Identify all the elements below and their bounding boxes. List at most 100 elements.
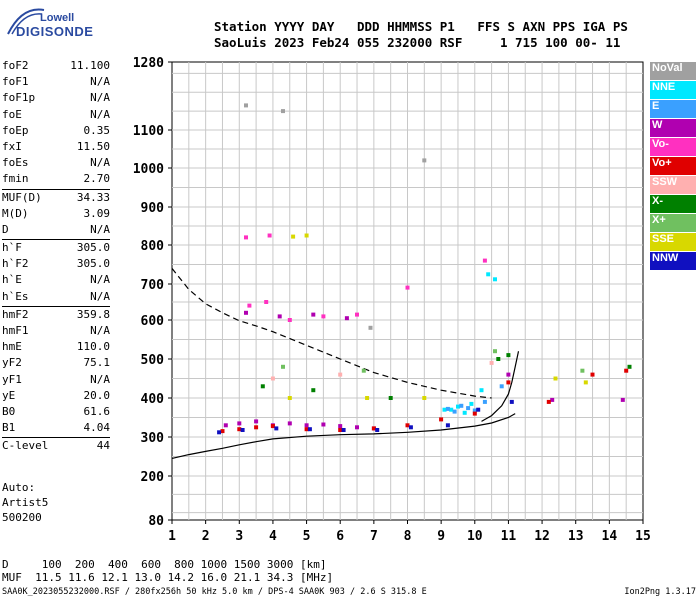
echo-point-sse xyxy=(287,396,292,400)
auto-label: Auto: xyxy=(2,481,36,494)
digisonde-logo: Lowell DIGISONDE xyxy=(4,4,124,48)
echo-point-w xyxy=(223,423,228,428)
param-value: 2.70 xyxy=(83,172,111,186)
x-tick-label: 5 xyxy=(303,529,311,544)
muf-distance-row: D 100 200 400 600 800 1000 1500 3000 [km… xyxy=(2,558,327,571)
param-value: 20.0 xyxy=(83,388,111,402)
param-separator xyxy=(2,188,110,190)
param-label: foEp xyxy=(2,123,29,137)
echo-point-sse xyxy=(291,234,296,239)
auto-program: Artist5 xyxy=(2,496,49,509)
muf-value-row: MUF 11.5 11.6 12.1 13.0 14.2 16.0 21.1 3… xyxy=(2,571,334,584)
y-tick-label: 300 xyxy=(141,431,165,446)
echo-point-e xyxy=(499,384,504,389)
echo-point-vo- xyxy=(244,235,248,240)
param-label: foF1 xyxy=(2,75,29,89)
x-tick-label: 13 xyxy=(568,529,584,544)
echo-point-nnw xyxy=(240,428,245,432)
echo-point-vo- xyxy=(321,314,326,319)
y-tick-label: 1100 xyxy=(133,124,164,139)
logo-arcs-icon xyxy=(7,8,45,35)
param-label: hmE xyxy=(2,340,22,354)
param-row: foF1p N/A xyxy=(2,90,110,106)
param-separator xyxy=(2,305,110,307)
echo-point-w xyxy=(344,316,349,321)
param-row: B1 4.04 xyxy=(2,420,110,436)
echo-point-x- xyxy=(260,384,265,389)
param-row: foF1 N/A xyxy=(2,74,110,90)
echo-point-w xyxy=(304,423,309,428)
echo-point-w xyxy=(311,312,316,317)
echo-point-noval xyxy=(281,109,285,114)
x-tick-label: 10 xyxy=(467,529,483,544)
echo-point-nnw xyxy=(274,426,279,431)
param-label: D xyxy=(2,222,9,236)
echo-point-noval xyxy=(422,158,427,163)
header-line-1: Station YYYY DAY DDD HHMMSS P1 FFS S AXN… xyxy=(214,19,628,34)
y-tick-label: 700 xyxy=(141,278,165,293)
trace-lower-trace xyxy=(171,413,516,459)
echo-point-e xyxy=(466,406,471,411)
param-value: 4.04 xyxy=(83,421,111,435)
echo-point-w xyxy=(237,421,242,426)
echo-point-w xyxy=(506,372,511,377)
legend-item-noval: NoVal xyxy=(650,62,696,80)
param-label: hmF1 xyxy=(2,324,29,337)
echo-point-w xyxy=(244,310,248,315)
echo-point-vo- xyxy=(287,318,292,322)
param-label: hmF2 xyxy=(2,307,29,321)
param-value: N/A xyxy=(90,91,110,105)
param-row: hmF2 359.8 xyxy=(2,307,110,323)
echo-point-x- xyxy=(627,364,632,369)
param-value: 11.50 xyxy=(76,139,110,153)
param-row: M(D) 3.09 xyxy=(2,206,110,222)
echo-point-w xyxy=(277,314,282,319)
param-value: N/A xyxy=(90,289,110,303)
echo-point-w xyxy=(338,424,343,429)
param-label: h`F2 xyxy=(2,257,29,271)
echo-point-vo- xyxy=(254,425,259,430)
legend-item-x-: X+ xyxy=(650,214,696,232)
param-label: foE xyxy=(2,107,22,121)
echo-point-e xyxy=(459,403,464,408)
x-tick-label: 12 xyxy=(534,529,550,544)
y-tick-label: 80 xyxy=(148,514,164,529)
legend-item-nne: NNE xyxy=(650,81,696,99)
echo-point-vo- xyxy=(439,417,444,422)
param-label: B1 xyxy=(2,421,16,435)
param-label: yE xyxy=(2,388,16,402)
echo-point-sse xyxy=(422,396,427,400)
param-row: yF2 75.1 xyxy=(2,355,110,371)
echo-point-e xyxy=(482,399,487,404)
param-value: 110.0 xyxy=(76,340,110,354)
echo-point-vo- xyxy=(338,428,343,432)
param-row: B0 61.6 xyxy=(2,404,110,420)
echo-point-nnw xyxy=(509,399,514,404)
echo-point-nne xyxy=(493,277,497,282)
echo-point-vo- xyxy=(482,258,487,263)
y-tick-label: 200 xyxy=(141,470,165,485)
x-tick-label: 14 xyxy=(602,529,618,544)
param-row: fmin 2.70 xyxy=(2,171,110,187)
legend-item-e: E xyxy=(650,100,696,118)
param-row: foF2 11.100 xyxy=(2,58,110,74)
param-row: yF1 N/A xyxy=(2,372,110,388)
trace-upper-trace xyxy=(481,351,520,422)
param-value: N/A xyxy=(90,273,110,287)
legend-item-sse: SSE xyxy=(650,233,696,251)
y-tick-label: 500 xyxy=(141,353,165,368)
echo-point-vo- xyxy=(237,427,242,432)
logo-lowell-text: Lowell xyxy=(40,12,75,24)
echo-point-vo- xyxy=(355,312,359,317)
echo-point-x- xyxy=(580,368,585,373)
param-value: 305.0 xyxy=(76,257,110,271)
echo-point-vo- xyxy=(304,427,309,432)
param-value: N/A xyxy=(90,107,110,121)
echo-point-x- xyxy=(506,353,511,358)
param-value: N/A xyxy=(90,372,110,386)
param-label: h`E xyxy=(2,273,22,287)
y-tick-label: 800 xyxy=(141,239,165,254)
param-row: h`Es N/A xyxy=(2,289,110,305)
param-label: foF1p xyxy=(2,91,36,105)
x-tick-label: 3 xyxy=(235,529,243,544)
